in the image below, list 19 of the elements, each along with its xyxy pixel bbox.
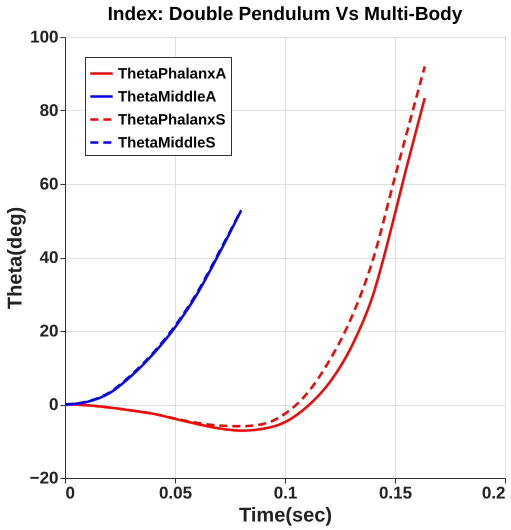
x-tick-label: 0.15 (378, 484, 412, 502)
legend-label: ThetaPhalanxA (118, 66, 227, 82)
legend-label: ThetaPhalanxS (118, 112, 226, 128)
x-axis-title: Time(sec) (238, 504, 332, 526)
legend-label: ThetaMiddleS (118, 134, 216, 152)
x-tick-label: 0 (66, 484, 75, 502)
x-tick-label: 0.1 (274, 484, 298, 502)
x-tick-label: 0.2 (482, 484, 506, 502)
x-tick-label: 0.05 (158, 484, 192, 502)
y-axis-title: Theta(deg) (4, 206, 27, 310)
y-tick-label: 60 (40, 174, 58, 194)
legend-label: ThetaMiddleA (118, 88, 216, 106)
y-tick-label: 0 (49, 395, 58, 414)
chart-title: Index: Double Pendulum Vs Multi-Body (108, 4, 463, 25)
y-tick-label: 20 (40, 322, 58, 340)
y-tick-label: 100 (30, 28, 58, 46)
y-tick-label: 40 (40, 248, 58, 267)
y-tick-label: 80 (40, 101, 58, 120)
y-tick-label: −20 (30, 468, 58, 488)
